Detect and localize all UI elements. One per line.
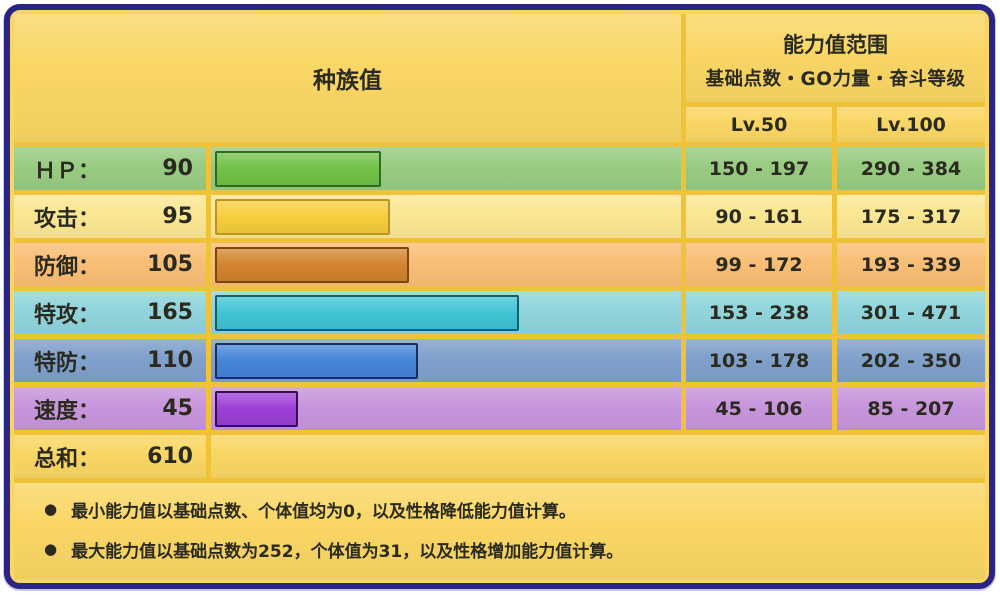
stat-label-cell: 特攻： 165: [14, 291, 206, 334]
footnotes: ● 最小能力值以基础点数、个体值均为0，以及性格降低能力值计算。 ● 最大能力值…: [14, 483, 985, 579]
stat-label-cell: 防御： 105: [14, 243, 206, 286]
stat-bar-cell: [211, 195, 681, 238]
stat-range-lv100: 85 - 207: [837, 387, 985, 430]
stat-range-lv100: 301 - 471: [837, 291, 985, 334]
stat-range-lv50: 150 - 197: [686, 147, 832, 190]
footnote-min: ● 最小能力值以基础点数、个体值均为0，以及性格降低能力值计算。: [44, 497, 965, 522]
stat-value: 165: [147, 300, 193, 325]
column-header-lv50: Lv.50: [686, 107, 832, 142]
stat-bar: [215, 342, 418, 379]
total-row: 总和： 610: [14, 435, 206, 478]
stat-value: 110: [147, 348, 193, 373]
stat-range-lv50: 103 - 178: [686, 339, 832, 382]
stat-value: 105: [147, 252, 193, 277]
stat-bar: [215, 294, 520, 331]
stat-bar: [215, 246, 409, 283]
stat-label: 特防：: [34, 350, 101, 376]
stat-range-header: 能力值范围 基础点数・GO力量・奋斗等级: [686, 14, 985, 102]
stat-label-cell: 攻击： 95: [14, 195, 206, 238]
stat-label-cell: 特防： 110: [14, 339, 206, 382]
stat-label: 防御：: [34, 254, 101, 280]
stat-label: ＨＰ：: [34, 158, 101, 184]
total-value: 610: [147, 444, 193, 469]
stat-value: 95: [162, 204, 193, 229]
stat-range-lv100: 290 - 384: [837, 147, 985, 190]
stats-table: 种族值 能力值范围 基础点数・GO力量・奋斗等级 Lv.50 Lv.100 ＨＰ…: [14, 14, 985, 579]
stat-label: 速度：: [34, 398, 101, 424]
stat-range-lv50: 90 - 161: [686, 195, 832, 238]
stat-range-lv100: 202 - 350: [837, 339, 985, 382]
column-header-lv100: Lv.100: [837, 107, 985, 142]
stat-bar-cell: [211, 291, 681, 334]
base-stats-header: 种族值: [14, 14, 681, 142]
stat-value: 90: [162, 156, 193, 181]
stat-range-lv50: 99 - 172: [686, 243, 832, 286]
stat-range-lv50: 153 - 238: [686, 291, 832, 334]
stat-bar: [215, 390, 298, 427]
bullet-icon: ●: [44, 539, 58, 558]
stat-bar: [215, 150, 381, 187]
stat-bar-cell: [211, 243, 681, 286]
stat-range-title: 能力值范围: [783, 33, 888, 57]
stat-label-cell: 速度： 45: [14, 387, 206, 430]
stat-label: 攻击：: [34, 206, 101, 232]
stat-range-lv100: 175 - 317: [837, 195, 985, 238]
footnote-max: ● 最大能力值以基础点数为252，个体值为31，以及性格增加能力值计算。: [44, 537, 965, 562]
stat-bar: [215, 198, 391, 235]
stat-bar-cell: [211, 387, 681, 430]
footnote-max-text: 最大能力值以基础点数为252，个体值为31，以及性格增加能力值计算。: [71, 541, 624, 562]
stats-table-panel: 种族值 能力值范围 基础点数・GO力量・奋斗等级 Lv.50 Lv.100 ＨＰ…: [4, 4, 995, 589]
bullet-icon: ●: [44, 499, 58, 518]
stat-value: 45: [162, 396, 193, 421]
stat-bar-cell: [211, 147, 681, 190]
stat-range-subtitle: 基础点数・GO力量・奋斗等级: [705, 69, 966, 90]
stat-label-cell: ＨＰ： 90: [14, 147, 206, 190]
stat-bar-cell: [211, 339, 681, 382]
footnote-min-text: 最小能力值以基础点数、个体值均为0，以及性格降低能力值计算。: [71, 501, 576, 522]
total-label: 总和：: [34, 446, 101, 472]
stat-label: 特攻：: [34, 302, 101, 328]
total-row-spacer: [211, 435, 985, 478]
stat-range-lv100: 193 - 339: [837, 243, 985, 286]
stat-range-lv50: 45 - 106: [686, 387, 832, 430]
